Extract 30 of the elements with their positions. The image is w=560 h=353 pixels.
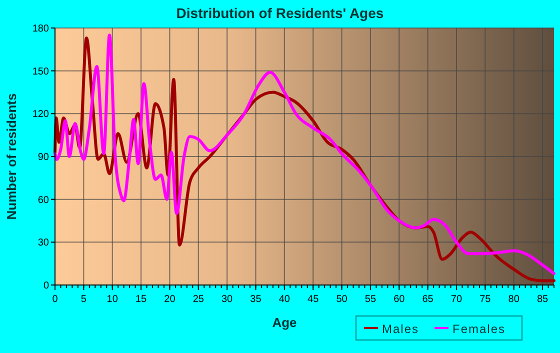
x-tick-label: 80	[508, 294, 520, 305]
x-tick-label: 40	[278, 294, 290, 305]
y-axis-title: Number of residents	[4, 93, 19, 220]
y-tick-label: 120	[32, 109, 50, 120]
legend-label: Males	[382, 322, 420, 336]
y-tick-label: 90	[38, 152, 50, 163]
x-tick-label: 85	[536, 294, 549, 305]
x-tick-label: 35	[250, 294, 262, 305]
y-tick-label: 180	[32, 24, 50, 34]
x-tick-label: 50	[336, 294, 348, 305]
x-tick-label: 45	[308, 294, 320, 305]
x-tick-label: 10	[106, 294, 118, 305]
legend-label: Females	[452, 322, 506, 336]
y-tick-label: 30	[38, 238, 50, 249]
y-tick-label: 60	[38, 194, 50, 206]
x-axis-title: Age	[272, 315, 297, 330]
x-tick-label: 0	[52, 294, 58, 305]
x-tick-label: 15	[135, 294, 148, 305]
x-tick-label: 25	[192, 294, 204, 305]
x-tick-label: 70	[450, 294, 462, 305]
x-tick-label: 30	[222, 294, 234, 305]
y-tick-label: 0	[43, 280, 50, 292]
x-tick-label: 75	[480, 294, 492, 305]
y-tick-label: 150	[32, 66, 50, 78]
x-tick-label: 60	[394, 294, 406, 305]
x-tick-label: 55	[364, 294, 376, 305]
x-tick-label: 65	[422, 294, 434, 305]
chart-title: Distribution of Residents' Ages	[176, 5, 384, 21]
x-tick-label: 20	[164, 294, 176, 305]
x-tick-label: 5	[80, 294, 87, 305]
